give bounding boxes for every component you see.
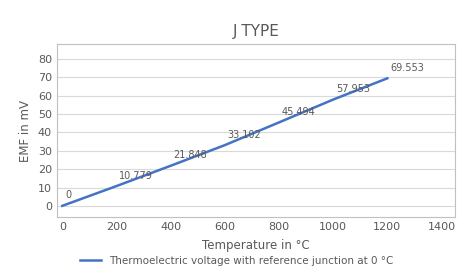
Text: 10.779: 10.779: [119, 171, 153, 181]
Legend: Thermoelectric voltage with reference junction at 0 °C: Thermoelectric voltage with reference ju…: [76, 252, 398, 270]
Thermoelectric voltage with reference junction at 0 °C: [384, 77, 390, 80]
Thermoelectric voltage with reference junction at 0 °C: [222, 143, 228, 147]
Text: 45.494: 45.494: [282, 107, 315, 117]
Text: 33.102: 33.102: [228, 130, 261, 140]
Text: 69.553: 69.553: [390, 63, 424, 73]
Thermoelectric voltage with reference junction at 0 °C: [330, 98, 336, 101]
Thermoelectric voltage with reference junction at 0 °C: [114, 184, 119, 188]
Title: J TYPE: J TYPE: [233, 24, 279, 39]
Thermoelectric voltage with reference junction at 0 °C: [276, 121, 282, 124]
Text: 0: 0: [65, 190, 71, 200]
Y-axis label: EMF in mV: EMF in mV: [19, 100, 32, 162]
Thermoelectric voltage with reference junction at 0 °C: [168, 164, 173, 167]
Line: Thermoelectric voltage with reference junction at 0 °C: Thermoelectric voltage with reference ju…: [62, 78, 387, 206]
Text: 21.848: 21.848: [173, 150, 207, 160]
X-axis label: Temperature in °C: Temperature in °C: [202, 239, 310, 252]
Text: 57.953: 57.953: [336, 84, 370, 94]
Thermoelectric voltage with reference junction at 0 °C: [59, 204, 65, 207]
